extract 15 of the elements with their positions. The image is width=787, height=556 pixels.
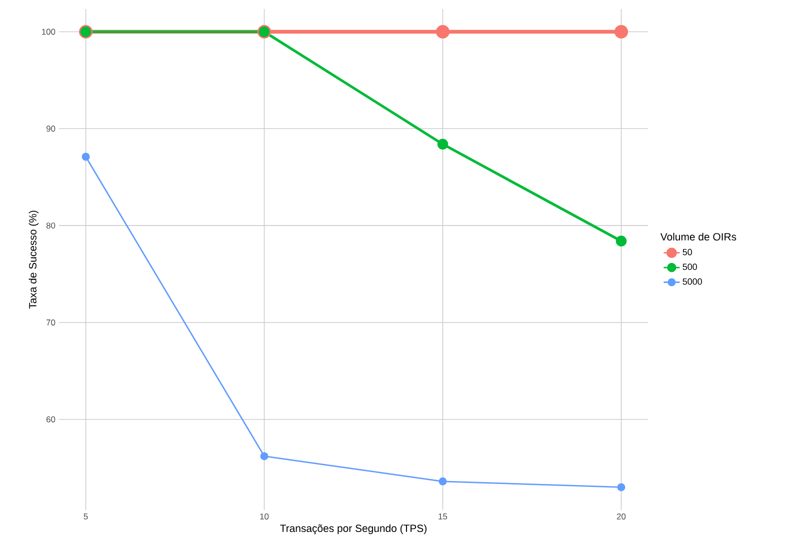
y-tick-label: 100	[42, 28, 56, 35]
y-tick-label: 60	[46, 416, 56, 422]
legend-label: 5000	[682, 278, 702, 285]
y-tick-label: 80	[46, 222, 56, 229]
x-tick-label: 15	[438, 514, 448, 520]
y-tick-label: 90	[46, 126, 56, 132]
legend-title: Volume de OIRs	[660, 232, 736, 241]
y-axis-title: Taxa de Sucesso (%)	[28, 210, 39, 309]
x-tick-label: 20	[616, 514, 626, 520]
legend-label: 500	[682, 264, 697, 270]
x-tick-label: 5	[84, 514, 88, 520]
x-axis-title: Transações por Segundo (TPS)	[280, 524, 426, 534]
x-tick-label: 10	[260, 514, 269, 520]
y-tick-label: 70	[46, 319, 56, 326]
legend-label: 50	[682, 248, 692, 256]
